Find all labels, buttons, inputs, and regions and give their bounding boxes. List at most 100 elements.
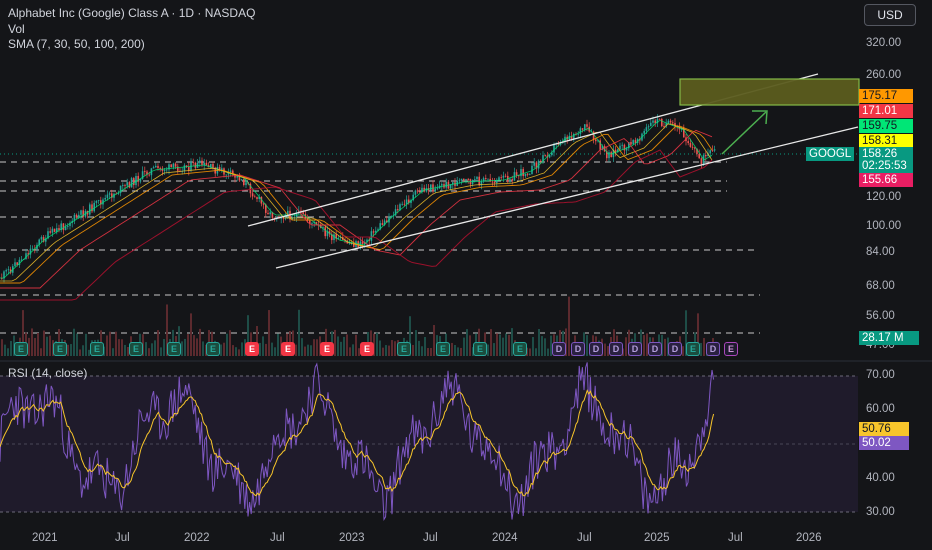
earnings-icon[interactable]: E [686,342,700,356]
candle-body [709,150,711,154]
candle-body [315,222,318,225]
candle-body [16,262,18,265]
volume-bar [121,339,123,356]
earnings-icon[interactable]: E [281,342,295,356]
earnings-icon[interactable]: E [53,342,67,356]
earnings-icon[interactable]: E [129,342,143,356]
dividend-icon[interactable]: D [648,342,662,356]
candle-body [500,177,502,179]
dividend-icon[interactable]: D [706,342,720,356]
volume-bar [661,334,663,356]
earnings-icon[interactable]: E [360,342,374,356]
candle-body [584,124,586,130]
candle-body [414,190,417,195]
volume-bar [115,331,117,356]
candle-body [75,214,78,218]
price-tick: 100.00 [866,220,902,232]
earnings-icon[interactable]: E [513,342,527,356]
volume-bar [412,344,414,356]
earnings-icon[interactable]: E [397,342,411,356]
candle-body [617,149,619,152]
candle-body [586,124,588,127]
candle-body [225,174,227,176]
volume-bar [226,333,228,356]
candle-body [713,149,716,151]
volume-bar [388,345,390,356]
candle-body [58,228,60,231]
volume-bar [604,343,606,356]
volume-bar [304,346,306,356]
candle-body [520,169,522,177]
volume-bar [7,348,9,356]
sma-200-line [0,149,713,301]
candle-body [31,248,34,250]
volume-bar [220,344,222,356]
earnings-icon[interactable]: E [14,342,28,356]
sma-7-line [0,119,713,279]
candle-body [452,182,454,185]
candle-body [157,165,159,169]
volume-bar [256,326,258,356]
volume-bar [103,346,105,356]
candle-body [194,162,197,168]
volume-bar [148,348,150,356]
candle-body [254,196,256,198]
dividend-icon[interactable]: D [609,342,623,356]
candle-body [687,141,689,144]
volume-bar [160,347,162,356]
earnings-icon[interactable]: E [90,342,104,356]
candle-body [544,155,546,156]
candle-body [210,163,212,168]
earnings-icon[interactable]: E [473,342,487,356]
candle-body [273,217,276,219]
dividend-icon[interactable]: D [571,342,585,356]
candle-body [383,220,386,225]
dividend-icon[interactable]: D [552,342,566,356]
candle-body [236,175,238,178]
rsi-indicator-label[interactable]: RSI (14, close) [8,366,88,380]
candle-body [419,191,421,193]
dividend-icon[interactable]: D [668,342,682,356]
volume-bar [28,337,30,356]
candle-body [172,163,175,168]
volume-bar [340,341,342,356]
earnings-icon[interactable]: E [206,342,220,356]
candle-body [485,178,487,179]
candle-body [260,196,263,204]
earnings-icon[interactable]: E [320,342,334,356]
time-tick: 2026 [796,532,822,544]
time-tick: Jul [423,532,438,544]
currency-button[interactable]: USD [864,4,916,26]
time-tick: Jul [270,532,285,544]
candle-body [542,155,544,162]
dividend-icon[interactable]: D [628,342,642,356]
earnings-icon[interactable]: E [245,342,259,356]
candle-body [366,239,368,242]
candle-body [522,169,524,177]
earnings-icon[interactable]: E [167,342,181,356]
sma-indicator-label[interactable]: SMA (7, 30, 50, 100, 200) [8,37,145,51]
candle-body [476,176,478,180]
candle-body [45,238,47,242]
volume-bar [49,335,51,356]
candle-body [518,175,520,177]
dividend-icon[interactable]: D [589,342,603,356]
candle-body [331,234,333,241]
candle-body [482,178,485,182]
candle-body [139,178,142,182]
candle-body [537,160,540,169]
earnings-icon[interactable]: E [436,342,450,356]
candle-body [280,217,282,219]
candle-body [108,193,111,195]
candle-body [177,166,179,171]
volume-bar [301,338,303,356]
volume-indicator-label[interactable]: Vol [8,22,25,36]
volume-bar [88,349,90,356]
candle-body [394,209,397,216]
volume-bar [418,340,420,356]
candle-body [267,212,269,215]
earnings-icon[interactable]: E [724,342,738,356]
volume-bar [625,337,627,356]
